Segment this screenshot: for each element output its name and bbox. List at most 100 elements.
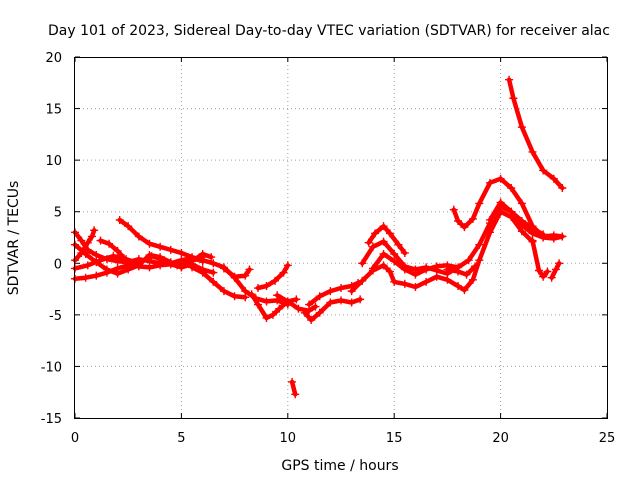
data-point: [379, 222, 388, 231]
plot-frame: [74, 57, 608, 419]
data-point: [400, 248, 409, 257]
data-point: [400, 279, 409, 288]
data-point: [485, 215, 494, 224]
data-point: [283, 261, 292, 270]
data-point: [326, 298, 335, 307]
data-point: [411, 270, 420, 279]
data-point: [166, 258, 175, 267]
data-point: [364, 238, 373, 247]
x-axis-label: GPS time / hours: [281, 458, 398, 474]
y-tick-label: 15: [45, 103, 62, 118]
x-tick-label: 20: [492, 431, 509, 446]
data-point: [156, 242, 165, 251]
series-arc-17: [360, 239, 459, 276]
data-point: [549, 174, 558, 183]
x-tick-label: 25: [599, 431, 616, 446]
data-point: [207, 253, 216, 262]
data-point: [102, 265, 111, 274]
data-point: [539, 230, 548, 239]
y-tick-label: -5: [49, 309, 62, 324]
data-point: [188, 253, 197, 262]
data-point: [156, 261, 165, 270]
data-point: [347, 298, 356, 307]
data-point: [90, 226, 99, 235]
data-point: [92, 251, 101, 260]
data-point: [300, 308, 309, 317]
data-point: [400, 265, 409, 274]
data-point: [292, 295, 301, 304]
data-point: [507, 207, 516, 216]
data-point: [390, 250, 399, 259]
data-point: [460, 223, 469, 232]
data-point: [485, 178, 494, 187]
y-tick-label: 20: [45, 51, 62, 66]
data-point: [156, 253, 165, 262]
data-point: [92, 258, 101, 267]
y-tick-label: -15: [41, 412, 62, 427]
data-point: [230, 292, 239, 301]
data-point: [475, 199, 484, 208]
data-point: [534, 266, 543, 275]
data-point: [145, 263, 154, 272]
data-point: [411, 283, 420, 292]
data-point: [124, 222, 133, 231]
series-arc-23: [506, 77, 565, 191]
data-point: [134, 261, 143, 270]
data-point: [219, 287, 228, 296]
chart-title: Day 101 of 2023, Sidereal Day-to-day VTE…: [48, 23, 610, 39]
data-point: [464, 256, 473, 265]
data-point: [315, 292, 324, 301]
data-point: [177, 248, 186, 257]
data-point: [509, 94, 518, 103]
data-point: [198, 268, 207, 277]
data-point: [188, 263, 197, 272]
data-point: [454, 281, 463, 290]
data-point: [294, 304, 303, 313]
data-point: [209, 259, 218, 268]
data-point: [507, 183, 516, 192]
data-point: [279, 268, 288, 277]
data-point: [241, 293, 250, 302]
data-point: [379, 261, 388, 270]
x-tick-label: 10: [280, 431, 297, 446]
data-point: [247, 290, 256, 299]
y-tick-label: 10: [45, 154, 62, 169]
data-point: [92, 271, 101, 280]
data-point: [273, 291, 282, 300]
data-point: [262, 281, 271, 290]
x-tick-label: 15: [386, 431, 403, 446]
data-point: [558, 183, 567, 192]
series-arc-5: [72, 242, 214, 276]
data-point: [454, 216, 463, 225]
data-point: [551, 265, 560, 274]
data-point: [555, 259, 564, 268]
data-series: [71, 75, 567, 399]
data-point: [460, 286, 469, 295]
data-point: [113, 246, 122, 255]
data-point: [471, 262, 480, 271]
data-point: [245, 265, 254, 274]
data-point: [254, 300, 263, 309]
data-point: [109, 252, 118, 261]
data-point: [358, 259, 367, 268]
data-point: [385, 229, 394, 238]
data-point: [390, 257, 399, 266]
data-point: [347, 287, 356, 296]
data-point: [368, 264, 377, 273]
data-point: [77, 236, 86, 245]
data-point: [385, 267, 394, 276]
data-point: [432, 262, 441, 271]
data-point: [307, 316, 316, 325]
y-tick-label: -10: [41, 360, 62, 375]
data-point: [517, 199, 526, 208]
series-arc-16: [349, 209, 535, 294]
data-point: [119, 254, 128, 263]
data-point: [496, 198, 505, 207]
data-point: [83, 238, 92, 247]
axis-ticks: 0 5 10 15 20 25 -15 -10 -5 0 5 10 15 20: [41, 51, 616, 446]
data-point: [337, 284, 345, 293]
data-point: [379, 250, 388, 259]
data-point: [230, 272, 239, 281]
data-point: [145, 239, 154, 248]
